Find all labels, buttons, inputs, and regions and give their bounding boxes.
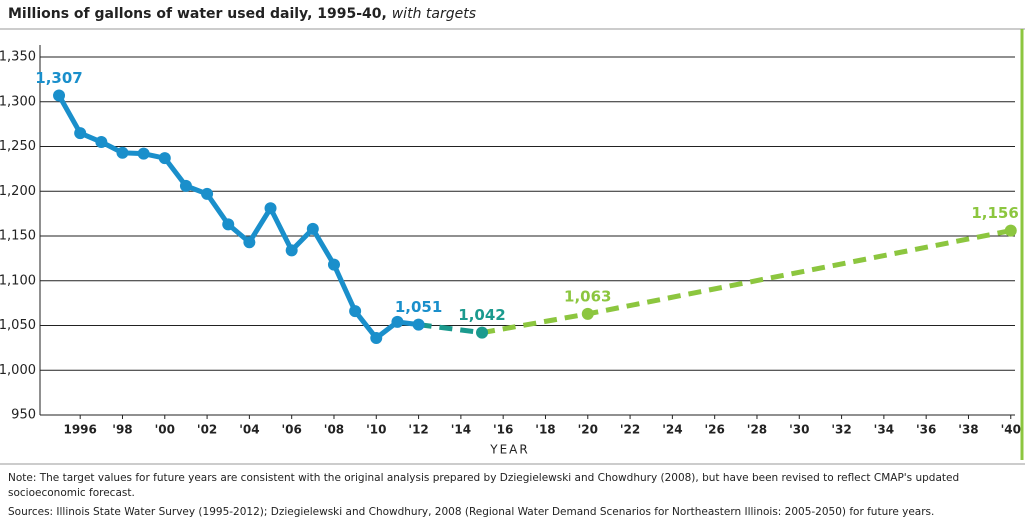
x-tick-label: 1996: [63, 423, 96, 437]
x-tick-label: '26: [704, 423, 724, 437]
point: [327, 258, 340, 271]
series-line: [56, 94, 419, 341]
x-tick-label: '34: [874, 423, 894, 437]
data-label: 1,042: [458, 306, 505, 324]
x-tick-label: '24: [662, 423, 682, 437]
x-tick-label: '12: [408, 423, 428, 437]
x-axis-label: YEAR: [489, 443, 529, 457]
point: [179, 179, 192, 192]
note: Sources: Illinois State Water Survey (19…: [8, 506, 934, 518]
data-label: 1,051: [395, 298, 442, 316]
x-tick-label: '36: [916, 423, 936, 437]
x-tick-label: '08: [324, 423, 344, 437]
point: [137, 147, 150, 160]
note: socioeconomic forecast.: [8, 487, 135, 499]
y-tick-label: 1,150: [0, 229, 36, 244]
note: Note: The target values for future years…: [8, 472, 959, 484]
y-tick-label: 1,350: [0, 50, 36, 65]
point: [370, 332, 383, 345]
data-label: 1,063: [564, 287, 611, 305]
x-tick-label: '02: [197, 423, 217, 437]
point: [581, 307, 594, 320]
y-tick-label: 1,300: [0, 94, 36, 109]
data-label: 1,307: [35, 69, 82, 87]
x-tick-label: '22: [620, 423, 640, 437]
point: [412, 318, 425, 331]
point: [264, 202, 277, 215]
x-tick-label: '06: [281, 423, 301, 437]
x-tick-label: '40: [1001, 423, 1021, 437]
point: [74, 127, 87, 140]
x-tick-label: '14: [451, 423, 471, 437]
y-tick-label: 1,200: [0, 184, 36, 199]
point: [158, 152, 171, 165]
series-line: [418, 322, 483, 336]
x-tick-label: '20: [578, 423, 598, 437]
point: [285, 244, 298, 257]
point: [476, 326, 489, 339]
y-tick-label: 950: [11, 408, 36, 423]
x-tick-label: '30: [789, 423, 809, 437]
point: [116, 146, 129, 159]
x-tick-label: '18: [535, 423, 555, 437]
y-tick-label: 1,000: [0, 363, 36, 378]
y-tick-label: 1,050: [0, 318, 36, 333]
y-tick-label: 1,250: [0, 139, 36, 154]
point: [349, 305, 362, 318]
subtitle: with targets: [392, 6, 476, 22]
x-tick-label: '32: [831, 423, 851, 437]
point: [222, 218, 235, 231]
point: [201, 187, 214, 200]
point: [391, 315, 404, 328]
x-tick-label: '04: [239, 423, 259, 437]
title: Millions of gallons of water used daily,…: [8, 6, 387, 22]
x-tick-label: '28: [747, 423, 767, 437]
x-tick-label: '00: [155, 423, 175, 437]
x-tick-label: '16: [493, 423, 513, 437]
point: [95, 136, 108, 149]
y-tick-label: 1,100: [0, 273, 36, 288]
series-line: [481, 228, 1012, 336]
point: [306, 222, 319, 235]
point: [53, 89, 66, 102]
x-tick-label: '38: [958, 423, 978, 437]
x-tick-label: '10: [366, 423, 386, 437]
x-tick-label: '98: [112, 423, 132, 437]
point: [243, 236, 256, 249]
data-label: 1,156: [971, 204, 1018, 222]
chart-title: Millions of gallons of water used daily,…: [8, 6, 476, 22]
point: [1004, 224, 1017, 237]
